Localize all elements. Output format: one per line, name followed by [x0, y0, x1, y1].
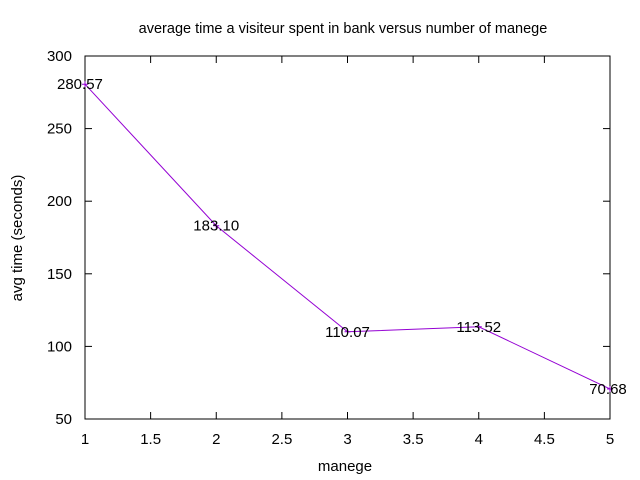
x-tick-label: 5: [606, 431, 614, 448]
x-tick-label: 2.5: [271, 431, 292, 448]
series-layer: [82, 81, 613, 392]
x-axis-label: manege: [318, 458, 372, 475]
y-tick-label: 50: [55, 411, 72, 428]
y-tick-label: 200: [47, 193, 72, 210]
y-axis: 50 100 150 200 250 300: [47, 48, 610, 428]
data-point: [213, 222, 220, 229]
chart-title: average time a visiteur spent in bank ve…: [139, 21, 548, 37]
x-tick-label: 3.5: [403, 431, 424, 448]
data-label: 183.10: [193, 218, 239, 235]
y-tick-label: 300: [47, 48, 72, 65]
x-tick-label: 1: [81, 431, 89, 448]
y-tick-label: 100: [47, 338, 72, 355]
x-tick-label: 3: [343, 431, 351, 448]
x-axis: 1 1.5 2 2.5 3 3.5 4 4.5 5: [81, 56, 614, 448]
data-label: 110.07: [325, 324, 370, 341]
data-point: [475, 323, 482, 330]
data-point: [607, 385, 613, 392]
data-point: [344, 328, 351, 335]
y-tick-label: 150: [47, 266, 72, 283]
x-tick-label: 4: [475, 431, 483, 448]
plot-area-border: [84, 55, 611, 420]
x-tick-label: 4.5: [534, 431, 555, 448]
x-tick-label: 2: [212, 431, 220, 448]
x-tick-label: 1.5: [140, 431, 161, 448]
data-label: 70.68: [589, 381, 627, 398]
data-point: [82, 81, 88, 88]
data-labels: 280.57 183.10 110.07 113.52 70.68: [57, 76, 627, 398]
data-label: 113.52: [456, 319, 501, 336]
data-label: 280.57: [57, 76, 103, 93]
series-line: [84, 83, 611, 390]
y-axis-label: avg time (seconds): [9, 175, 26, 302]
y-tick-label: 250: [47, 121, 72, 138]
